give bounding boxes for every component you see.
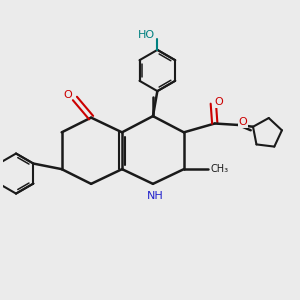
Text: O: O [214, 97, 223, 107]
Text: O: O [238, 117, 247, 127]
Text: O: O [63, 90, 72, 100]
Text: NH: NH [147, 191, 164, 201]
Text: CH₃: CH₃ [210, 164, 228, 174]
Text: HO: HO [138, 30, 155, 40]
